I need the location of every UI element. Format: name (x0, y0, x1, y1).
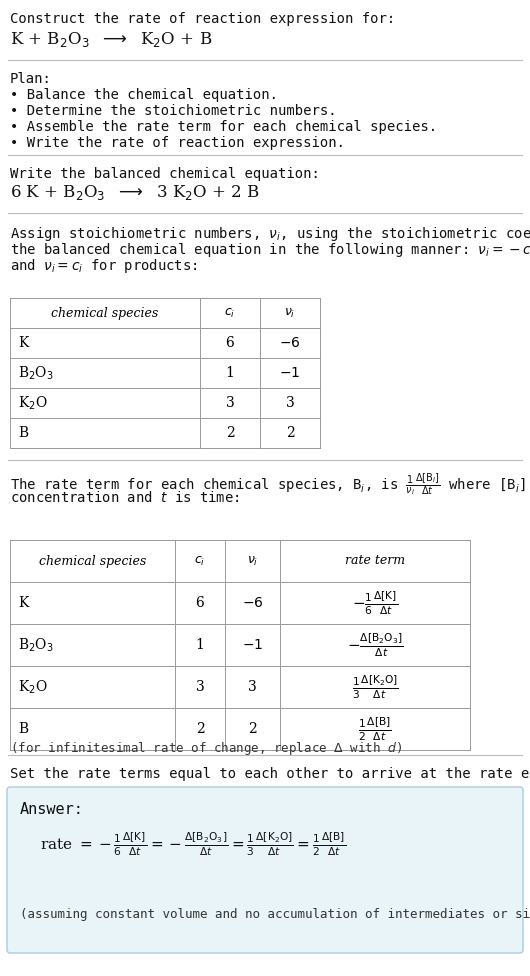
Text: 3: 3 (226, 396, 234, 410)
Text: $\frac{1}{2}\frac{\Delta[\mathrm{B}]}{\Delta t}$: $\frac{1}{2}\frac{\Delta[\mathrm{B}]}{\D… (358, 715, 392, 743)
Text: $-6$: $-6$ (242, 596, 263, 610)
Text: K: K (18, 336, 29, 350)
Text: • Determine the stoichiometric numbers.: • Determine the stoichiometric numbers. (10, 104, 337, 118)
Text: K$_2$O: K$_2$O (18, 678, 48, 696)
Text: 2: 2 (248, 722, 257, 736)
Text: (for infinitesimal rate of change, replace $\Delta$ with $d$): (for infinitesimal rate of change, repla… (10, 740, 402, 757)
Text: Answer:: Answer: (20, 802, 84, 817)
Text: 2: 2 (286, 426, 294, 440)
Text: B$_2$O$_3$: B$_2$O$_3$ (18, 364, 54, 382)
Text: K + B$_2$O$_3$  $\longrightarrow$  K$_2$O + B: K + B$_2$O$_3$ $\longrightarrow$ K$_2$O … (10, 30, 212, 49)
Text: $-1$: $-1$ (242, 638, 263, 652)
Text: B: B (18, 722, 28, 736)
Text: $-6$: $-6$ (279, 336, 301, 350)
Text: 1: 1 (226, 366, 234, 380)
Text: 1: 1 (196, 638, 205, 652)
Text: B: B (18, 426, 28, 440)
Text: The rate term for each chemical species, B$_i$, is $\frac{1}{\nu_i}\frac{\Delta[: The rate term for each chemical species,… (10, 472, 530, 498)
Text: • Balance the chemical equation.: • Balance the chemical equation. (10, 88, 278, 102)
Text: Set the rate terms equal to each other to arrive at the rate expression:: Set the rate terms equal to each other t… (10, 767, 530, 781)
Text: the balanced chemical equation in the following manner: $\nu_i = -c_i$ for react: the balanced chemical equation in the fo… (10, 241, 530, 259)
Text: Construct the rate of reaction expression for:: Construct the rate of reaction expressio… (10, 12, 395, 26)
Text: 3: 3 (248, 680, 257, 694)
Text: 6: 6 (196, 596, 205, 610)
Text: • Assemble the rate term for each chemical species.: • Assemble the rate term for each chemic… (10, 120, 437, 134)
Text: K$_2$O: K$_2$O (18, 394, 48, 412)
Text: and $\nu_i = c_i$ for products:: and $\nu_i = c_i$ for products: (10, 257, 198, 275)
Text: • Write the rate of reaction expression.: • Write the rate of reaction expression. (10, 136, 345, 150)
Text: chemical species: chemical species (39, 554, 146, 567)
Text: $-\frac{\Delta[\mathrm{B_2O_3}]}{\Delta t}$: $-\frac{\Delta[\mathrm{B_2O_3}]}{\Delta … (347, 631, 403, 659)
Text: B$_2$O$_3$: B$_2$O$_3$ (18, 636, 54, 654)
Text: $\frac{1}{3}\frac{\Delta[\mathrm{K_2O}]}{\Delta t}$: $\frac{1}{3}\frac{\Delta[\mathrm{K_2O}]}… (351, 673, 399, 701)
Text: $-\frac{1}{6}\frac{\Delta[\mathrm{K}]}{\Delta t}$: $-\frac{1}{6}\frac{\Delta[\mathrm{K}]}{\… (352, 590, 398, 617)
Text: $\nu_i$: $\nu_i$ (284, 306, 296, 319)
Text: 6 K + B$_2$O$_3$  $\longrightarrow$  3 K$_2$O + 2 B: 6 K + B$_2$O$_3$ $\longrightarrow$ 3 K$_… (10, 183, 260, 202)
Text: $c_i$: $c_i$ (224, 306, 236, 319)
Text: 3: 3 (196, 680, 205, 694)
Text: $-1$: $-1$ (279, 366, 301, 380)
Text: Assign stoichiometric numbers, $\nu_i$, using the stoichiometric coefficients, $: Assign stoichiometric numbers, $\nu_i$, … (10, 225, 530, 243)
Text: K: K (18, 596, 29, 610)
Text: $c_i$: $c_i$ (195, 554, 206, 568)
Text: rate $= -\frac{1}{6}\frac{\Delta[\mathrm{K}]}{\Delta t} = -\frac{\Delta[\mathrm{: rate $= -\frac{1}{6}\frac{\Delta[\mathrm… (40, 830, 346, 858)
Text: concentration and $t$ is time:: concentration and $t$ is time: (10, 490, 240, 505)
FancyBboxPatch shape (7, 787, 523, 953)
Text: 3: 3 (286, 396, 294, 410)
Text: (assuming constant volume and no accumulation of intermediates or side products): (assuming constant volume and no accumul… (20, 908, 530, 921)
Text: 2: 2 (196, 722, 205, 736)
Text: Write the balanced chemical equation:: Write the balanced chemical equation: (10, 167, 320, 181)
Text: 2: 2 (226, 426, 234, 440)
Text: chemical species: chemical species (51, 306, 158, 319)
Text: Plan:: Plan: (10, 72, 52, 86)
Text: rate term: rate term (345, 554, 405, 567)
Text: 6: 6 (226, 336, 234, 350)
Text: $\nu_i$: $\nu_i$ (247, 554, 258, 568)
